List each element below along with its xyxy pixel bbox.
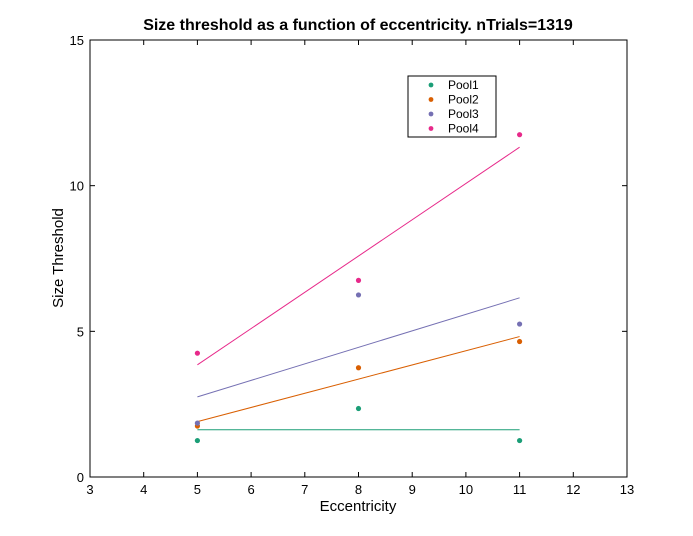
data-point-pool2 (355, 365, 362, 371)
x-tick-label: 4 (140, 482, 147, 497)
x-tick-label: 7 (301, 482, 308, 497)
fit-line-pool4 (197, 146, 520, 366)
legend-label-pool2: Pool2 (448, 93, 479, 107)
x-tick-label: 8 (355, 482, 362, 497)
legend-label-pool1: Pool1 (448, 78, 479, 92)
legend-box (407, 75, 497, 138)
x-axis-ticks: 3 4 5 6 7 8 9 10 11 12 13 (86, 40, 634, 497)
y-tick-label: 5 (77, 324, 84, 339)
legend-label-pool4: Pool4 (448, 122, 479, 136)
legend-marker-pool4 (428, 126, 434, 131)
data-point-pool3 (355, 292, 362, 298)
x-tick-label: 12 (566, 482, 580, 497)
data-point-pool4 (517, 132, 523, 138)
legend-marker-pool1 (428, 82, 434, 88)
y-tick-label: 10 (70, 179, 84, 194)
y-axis-label: Size Threshold (50, 208, 67, 308)
legend-marker-pool2 (428, 97, 434, 102)
data-point-pool4 (194, 350, 200, 356)
data-points (194, 132, 523, 444)
x-tick-label: 9 (409, 482, 416, 497)
y-tick-label: 0 (77, 470, 84, 485)
y-tick-label: 15 (70, 33, 84, 48)
data-point-pool1 (194, 437, 200, 444)
plot-area (89, 39, 628, 478)
x-tick-label: 6 (247, 482, 254, 497)
fit-line-pool2 (197, 336, 520, 423)
fit-line-pool3 (197, 297, 520, 398)
chart-title: Size threshold as a function of eccentri… (143, 17, 573, 34)
legend-label-pool3: Pool3 (448, 107, 479, 121)
x-tick-label: 5 (194, 482, 201, 497)
x-tick-label: 11 (513, 482, 527, 497)
data-point-pool4 (355, 277, 362, 283)
y-axis-ticks: 0 5 10 15 (70, 33, 627, 485)
data-point-pool1 (517, 437, 523, 444)
legend-marker-pool3 (428, 111, 434, 117)
plot-frame (89, 39, 628, 478)
data-point-pool1 (355, 405, 362, 412)
data-point-pool2 (517, 338, 523, 345)
data-point-pool3 (517, 321, 523, 327)
x-tick-label: 13 (620, 482, 634, 497)
x-tick-label: 10 (459, 482, 473, 497)
x-axis-label: Eccentricity (320, 498, 397, 515)
data-point-pool3 (194, 420, 200, 426)
x-tick-label: 3 (86, 482, 93, 497)
fit-lines (197, 146, 520, 431)
